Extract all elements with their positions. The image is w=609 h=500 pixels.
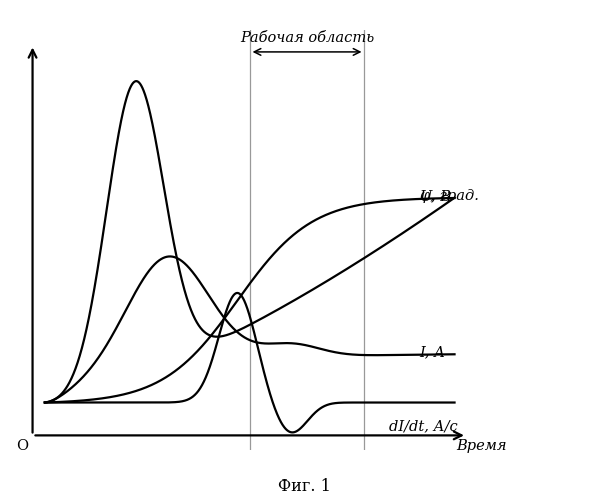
- Text: I, А: I, А: [420, 346, 446, 360]
- Text: dI/dt, А/с: dI/dt, А/с: [389, 420, 458, 434]
- Text: Рабочая область: Рабочая область: [240, 30, 374, 44]
- Text: Время: Время: [457, 439, 507, 453]
- Text: U, В: U, В: [420, 189, 451, 203]
- Text: φ, град.: φ, град.: [420, 189, 479, 203]
- Text: Фиг. 1: Фиг. 1: [278, 478, 331, 495]
- Text: O: O: [16, 439, 29, 453]
